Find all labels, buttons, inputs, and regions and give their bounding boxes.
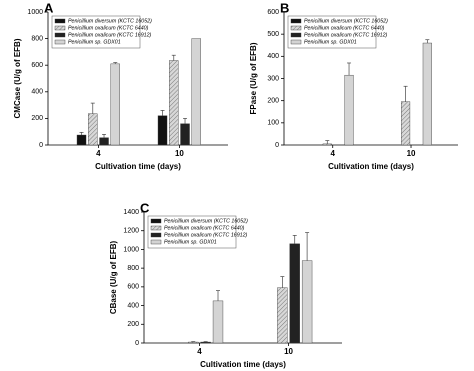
panel-title: B — [280, 0, 289, 15]
bar — [301, 260, 313, 344]
bar — [422, 42, 432, 146]
error-bar — [113, 62, 118, 64]
y-axis-label: FPase (U/g of EFB) — [249, 42, 258, 114]
y-tick-label: 0 — [275, 142, 279, 149]
legend-label: Penicillium oxalicum (KCTC 6440) — [304, 25, 385, 31]
legend-label: Penicillium diversum (KCTC 16052) — [304, 18, 388, 24]
x-tick-label: 4 — [197, 347, 202, 356]
legend-swatch — [54, 32, 66, 38]
y-tick-label: 600 — [267, 9, 279, 16]
legend-swatch — [150, 232, 162, 238]
legend-label: Penicillium diversum (KCTC 16052) — [164, 218, 248, 224]
legend-swatch — [290, 25, 302, 31]
bar — [277, 287, 288, 344]
bar — [344, 74, 354, 146]
y-tick-label: 400 — [267, 53, 279, 60]
x-tick-label: 10 — [284, 347, 293, 356]
error-bar — [347, 62, 352, 76]
legend-label: Penicillium sp. GDX01 — [68, 39, 121, 45]
legend-swatch — [54, 18, 66, 24]
bar — [88, 113, 98, 146]
bar — [322, 143, 332, 146]
y-tick-label: 0 — [135, 340, 139, 347]
panel-title: A — [44, 0, 54, 15]
bar — [212, 300, 224, 344]
bar — [76, 134, 87, 146]
bar — [289, 243, 300, 344]
y-tick-label: 400 — [127, 302, 139, 309]
bar — [110, 63, 120, 146]
legend-swatch — [290, 18, 302, 24]
legend-label: Penicillium oxalicum (KCTC 6440) — [68, 25, 149, 31]
y-tick-label: 200 — [31, 115, 43, 122]
bar — [180, 123, 190, 146]
legend-swatch — [290, 39, 302, 45]
y-tick-label: 1000 — [27, 9, 43, 16]
x-axis-label: Cultivation time (days) — [200, 360, 286, 369]
legend-label: Penicillium sp. GDX01 — [304, 39, 357, 45]
error-bar — [160, 110, 165, 116]
legend-label: Penicillium oxalicum (KCTC 6440) — [164, 225, 245, 231]
y-tick-label: 800 — [127, 265, 139, 272]
legend-swatch — [54, 39, 66, 45]
y-tick-label: 0 — [39, 142, 43, 149]
legend-box — [287, 15, 377, 49]
y-axis-label: CBase (U/g of EFB) — [109, 241, 118, 315]
legend-label: Penicillium sp. GDX01 — [164, 239, 217, 245]
error-bar — [403, 85, 408, 102]
y-tick-label: 1200 — [123, 228, 139, 235]
error-bar — [102, 134, 107, 138]
x-tick-label: 4 — [330, 149, 335, 158]
error-bar — [425, 39, 430, 44]
legend-swatch — [54, 25, 66, 31]
error-bar — [171, 54, 176, 61]
legend-box — [147, 215, 237, 249]
y-tick-label: 400 — [31, 89, 43, 96]
legend-swatch — [150, 239, 162, 245]
bar — [188, 341, 199, 344]
y-tick-label: 1000 — [123, 246, 139, 253]
legend-label: Penicillium diversum (KCTC 16052) — [68, 18, 152, 24]
error-bar — [292, 235, 297, 244]
x-tick-label: 4 — [96, 149, 101, 158]
error-bar — [305, 232, 310, 261]
error-bar — [90, 102, 95, 114]
y-tick-label: 200 — [267, 98, 279, 105]
legend-label: Penicillium oxalicum (KCTC 16912) — [304, 32, 388, 38]
bar — [401, 101, 411, 146]
legend-swatch — [150, 218, 162, 224]
y-tick-label: 300 — [267, 75, 279, 82]
legend-box — [51, 15, 141, 49]
x-axis-label: Cultivation time (days) — [95, 162, 181, 171]
error-bar — [216, 290, 221, 301]
y-tick-label: 500 — [267, 31, 279, 38]
bar — [191, 38, 201, 146]
error-bar — [280, 276, 285, 288]
legend-label: Penicillium oxalicum (KCTC 16912) — [164, 232, 248, 238]
bar — [200, 341, 211, 344]
y-tick-label: 200 — [127, 321, 139, 328]
bar — [99, 137, 109, 146]
legend-swatch — [290, 32, 302, 38]
error-bar — [183, 118, 188, 124]
y-tick-label: 600 — [31, 62, 43, 69]
panel-title: C — [140, 200, 150, 215]
y-tick-label: 100 — [267, 120, 279, 127]
y-axis-label: CMCase (U/g of EFB) — [13, 38, 22, 118]
legend-label: Penicillium oxalicum (KCTC 16912) — [68, 32, 152, 38]
bar — [157, 115, 168, 146]
bar — [169, 60, 179, 146]
legend-swatch — [150, 225, 162, 231]
y-tick-label: 600 — [127, 284, 139, 291]
error-bar — [79, 132, 84, 136]
x-tick-label: 10 — [407, 149, 416, 158]
error-bar — [325, 140, 330, 144]
x-tick-label: 10 — [175, 149, 184, 158]
y-tick-label: 800 — [31, 35, 43, 42]
y-tick-label: 1400 — [123, 209, 139, 216]
x-axis-label: Cultivation time (days) — [328, 162, 414, 171]
